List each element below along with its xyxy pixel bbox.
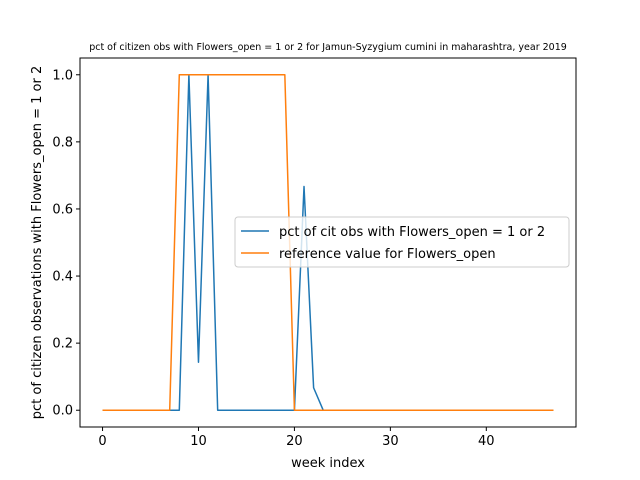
- x-tick-label: 30: [382, 434, 399, 449]
- x-tick-label: 0: [98, 434, 106, 449]
- y-tick-label: 0.0: [52, 404, 73, 419]
- y-axis-label: pct of citizen observations with Flowers…: [30, 66, 45, 419]
- series-line-2: [102, 74, 554, 411]
- y-tick-label: 0.8: [52, 135, 73, 150]
- plot-area: [102, 74, 554, 411]
- y-tick-label: 0.4: [52, 270, 73, 285]
- legend: pct of cit obs with Flowers_open = 1 or …: [234, 216, 570, 268]
- legend-box: [234, 216, 570, 268]
- y-tick-label: 0.2: [52, 337, 73, 352]
- x-tick-label: 20: [286, 434, 303, 449]
- y-tick-label: 1.0: [52, 68, 73, 83]
- axis-ticks: 0 10 20 30 40 0.0 0.2 0.4 0.6 0.8 1.0: [52, 68, 494, 449]
- axes-frame: [79, 57, 577, 428]
- y-tick-label: 0.6: [52, 202, 73, 217]
- chart-title: pct of citizen obs with Flowers_open = 1…: [89, 42, 567, 53]
- legend-label-1: pct of cit obs with Flowers_open = 1 or …: [279, 225, 545, 240]
- x-tick-label: 10: [190, 434, 207, 449]
- x-axis-label: week index: [291, 456, 365, 471]
- legend-label-2: reference value for Flowers_open: [279, 247, 496, 262]
- x-tick-label: 40: [478, 434, 495, 449]
